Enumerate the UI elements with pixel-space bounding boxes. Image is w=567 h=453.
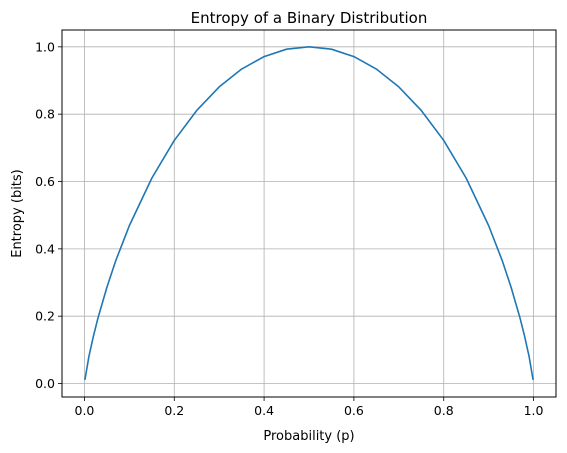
series-line-0 xyxy=(84,46,534,380)
x-tick-label: 0.4 xyxy=(254,403,274,418)
grid xyxy=(62,30,556,397)
y-tick-label: 1.0 xyxy=(35,39,55,54)
y-axis-label: Entropy (bits) xyxy=(10,169,25,258)
x-tick-label: 0.6 xyxy=(344,403,364,418)
chart-title: Entropy of a Binary Distribution xyxy=(191,9,428,27)
x-axis-ticks: 0.0 0.2 0.4 0.6 0.8 1.0 xyxy=(75,397,544,418)
y-tick-label: 0.8 xyxy=(35,107,55,122)
x-tick-label: 0.0 xyxy=(75,403,95,418)
x-tick-label: 0.2 xyxy=(164,403,184,418)
y-tick-label: 0.4 xyxy=(35,241,55,256)
x-axis-label: Probability (p) xyxy=(263,429,354,444)
x-tick-label: 0.8 xyxy=(434,403,454,418)
y-tick-label: 0.0 xyxy=(35,376,55,391)
y-tick-label: 0.2 xyxy=(35,309,55,324)
x-tick-label: 1.0 xyxy=(524,403,544,418)
series-group xyxy=(84,46,534,380)
y-axis-ticks: 0.0 0.2 0.4 0.6 0.8 1.0 xyxy=(35,39,62,391)
y-tick-label: 0.6 xyxy=(35,174,55,189)
plot-frame xyxy=(61,29,557,398)
